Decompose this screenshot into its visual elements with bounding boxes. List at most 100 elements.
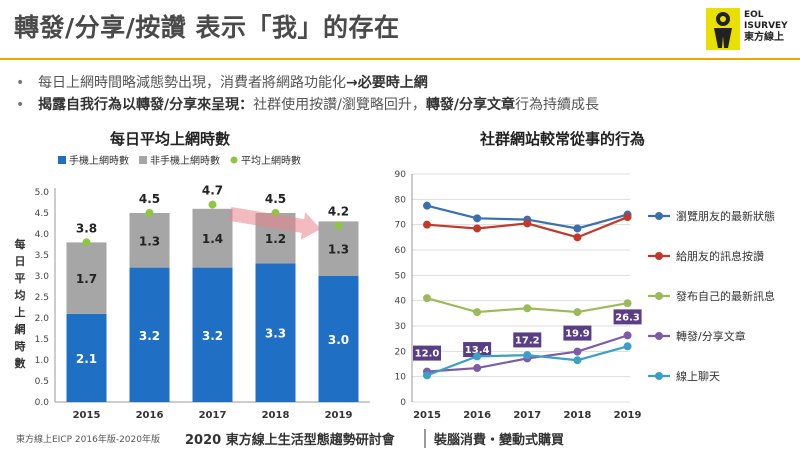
y-tick-label: 30 (395, 322, 407, 332)
x-tick-label: 2019 (614, 410, 642, 421)
y-tick-label: 4.5 (35, 209, 49, 219)
avg-point-2015 (82, 238, 91, 247)
line-point-1 (623, 213, 632, 222)
bullet-1-bold: →必要時上網 (346, 75, 428, 91)
x-tick-label: 2016 (136, 410, 164, 421)
trend-arrow (229, 206, 321, 240)
legend-label-3: 轉發/分享文章 (676, 329, 746, 343)
y-tick-label: 50 (395, 271, 407, 281)
bar-mobile-2017 (192, 267, 233, 402)
y-axis-label-char: 時 (15, 339, 26, 353)
bar-mobile-label: 3.0 (328, 333, 349, 347)
line-point-2 (473, 308, 482, 317)
avg-label: 4.5 (139, 192, 160, 206)
y-axis-label-char: 上 (15, 305, 26, 319)
y-tick-label: 0 (400, 398, 406, 408)
bullet-1-text: 每日上網時間略減態勢出現，消費者將網路功能化 (38, 75, 346, 91)
legend-marker-3 (655, 332, 663, 340)
x-tick-label: 2017 (513, 410, 541, 421)
line-point-0 (423, 201, 431, 210)
y-tick-label: 5.0 (35, 188, 50, 198)
y-axis-label-char: 網 (15, 322, 26, 336)
data-label-box (613, 309, 642, 325)
footer-event: 2020 東方線上生活型態趨勢研討會 (185, 433, 395, 448)
bar-nonmobile-2016 (129, 213, 170, 268)
bar-mobile-label: 3.2 (139, 329, 160, 343)
bar-mobile-label: 2.1 (76, 352, 97, 366)
y-tick-label: 0.5 (35, 377, 49, 387)
avg-point-2016 (145, 209, 154, 217)
bullet-item-1: • 每日上網時間略減態勢出現，消費者將網路功能化→必要時上網 (16, 72, 796, 94)
data-label: 12.0 (415, 349, 440, 360)
y-tick-label: 4.0 (35, 230, 50, 240)
line-point-3 (473, 364, 482, 373)
y-axis-label-char: 平 (15, 272, 26, 285)
legend-label-0: 手機上網時數 (69, 154, 129, 167)
page-title: 轉發/分享/按讚 表示「我」的存在 (14, 13, 400, 42)
x-tick-label: 2015 (73, 410, 101, 421)
line-point-2 (523, 304, 532, 313)
eol-isurvey-logo: EOL ISURVEY 東方線上 (706, 8, 794, 52)
data-label-box (413, 345, 441, 361)
y-tick-label: 20 (395, 347, 407, 357)
line-point-4 (523, 351, 532, 360)
y-axis-label-char: 每 (15, 237, 26, 251)
line-point-3 (623, 331, 632, 340)
x-tick-label: 2015 (413, 410, 441, 421)
x-tick-label: 2018 (563, 410, 591, 421)
y-tick-label: 40 (395, 297, 407, 307)
y-tick-label: 0.0 (35, 398, 50, 408)
line-point-1 (523, 219, 532, 228)
logo-figure-icon (714, 12, 732, 48)
line-point-2 (573, 308, 582, 317)
avg-label: 3.8 (76, 221, 97, 235)
bar-nonmobile-label: 1.7 (76, 272, 97, 286)
y-tick-label: 10 (395, 373, 407, 383)
legend-marker-1 (139, 156, 147, 164)
x-tick-label: 2017 (199, 410, 227, 421)
y-tick-label: 2.5 (35, 293, 49, 303)
footer-theme: 裝腦消費・變動式購買 (424, 429, 564, 448)
legend-marker-2 (655, 292, 663, 300)
legend-label-2: 平均上網時數 (241, 154, 301, 167)
y-tick-label: 3.0 (35, 272, 50, 282)
y-tick-label: 70 (395, 221, 407, 231)
y-tick-label: 60 (395, 246, 407, 256)
line-point-4 (573, 356, 582, 365)
y-tick-label: 2.0 (35, 314, 50, 324)
bar-nonmobile-2017 (192, 208, 233, 268)
legend-label-0: 瀏覽朋友的最新狀態 (676, 209, 775, 223)
y-axis-label-char: 數 (15, 356, 26, 370)
bullet-dot: • (16, 75, 25, 91)
x-tick-label: 2016 (463, 410, 491, 421)
data-label: 17.2 (515, 335, 540, 346)
source-note: 東方線上EICP 2016年版-2020年版 (16, 435, 160, 445)
bullet-item-2: • 揭露自我行為以轉發/分享來呈現：社群使用按讚/瀏覽略回升，轉發/分享文章行為持… (16, 94, 796, 116)
x-tick-label: 2019 (325, 410, 353, 421)
avg-point-2017 (208, 200, 217, 209)
line-point-1 (573, 233, 582, 242)
bullet-2-bold2: 轉發/分享文章 (425, 97, 515, 113)
logo-text-line1: EOL (744, 10, 764, 20)
legend-marker-0 (655, 212, 663, 220)
legend-marker-1 (655, 252, 663, 260)
social-behavior-line-chart: 0 10 20 30 40 50 60 70 80 90 2015 2016 2017 2018 2019 瀏… (395, 170, 775, 421)
legend-label-4: 線上聊天 (676, 369, 720, 383)
bar-nonmobile-label: 1.4 (202, 232, 223, 246)
avg-point-2019 (334, 221, 343, 230)
avg-label: 4.7 (202, 184, 223, 198)
bullet-2-text: 社群使用按讚/瀏覽略回升， (253, 97, 426, 113)
line-point-4 (473, 352, 482, 361)
data-label-box (563, 325, 592, 341)
bar-nonmobile-label: 1.2 (265, 232, 286, 246)
bullet-dot: • (16, 97, 25, 113)
logo-text-line2: ISURVEY (744, 21, 788, 31)
avg-label: 4.2 (328, 205, 349, 219)
line-point-4 (423, 371, 431, 380)
title-divider (0, 58, 800, 60)
legend-label-1: 給朋友的訊息按讚 (676, 249, 764, 263)
line-point-4 (623, 342, 632, 351)
y-axis-label-char: 日 (15, 255, 26, 268)
y-tick-label: 90 (395, 170, 407, 180)
logo-emblem (706, 8, 740, 50)
